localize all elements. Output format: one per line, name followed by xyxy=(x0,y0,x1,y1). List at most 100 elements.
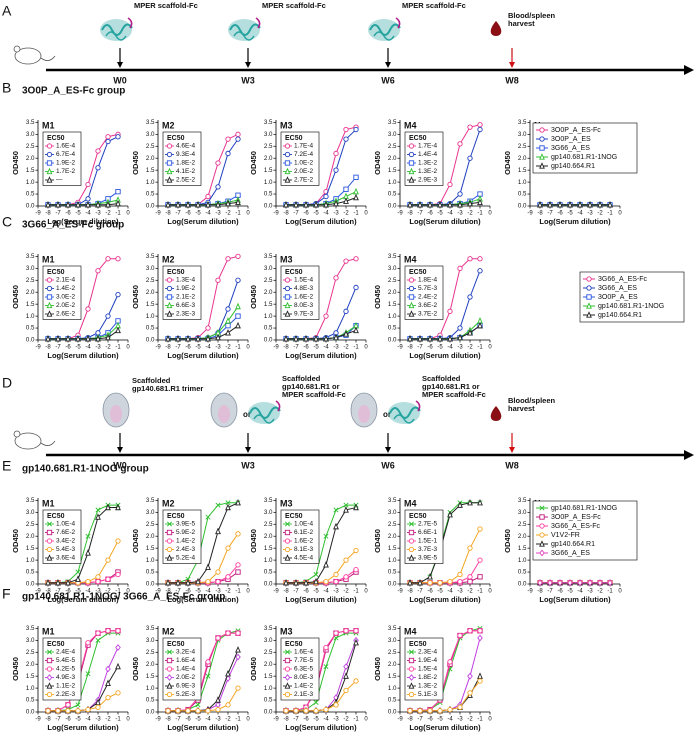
data-point xyxy=(225,503,231,511)
y-tick-label: 1.0 xyxy=(146,179,155,186)
x-tick-label: -3 xyxy=(457,211,463,217)
data-point xyxy=(195,577,201,585)
y-tick-label: 3.0 xyxy=(388,637,397,644)
data-point xyxy=(407,708,413,714)
data-point xyxy=(115,644,121,651)
data-point xyxy=(343,628,349,634)
legend-box xyxy=(532,500,638,561)
panel-title: M1 xyxy=(42,120,55,130)
data-point xyxy=(587,201,593,208)
data-point xyxy=(407,201,413,208)
x-tick-label: -3 xyxy=(215,589,221,595)
ec50-value: 1.4E-2 xyxy=(294,683,314,690)
x-tick-label: 0 xyxy=(488,589,492,595)
immunogen-label: Scaffolded gp140.681.R1 or MPER scaffold… xyxy=(282,375,346,399)
data-point xyxy=(215,696,221,703)
ec50-value: 2.1E-3 xyxy=(294,691,314,698)
data-point xyxy=(95,704,101,710)
data-point xyxy=(447,201,453,208)
y-tick-label: 1.0 xyxy=(264,557,273,564)
ec50-marker xyxy=(46,649,53,655)
data-point xyxy=(95,201,101,208)
y-tick-label: 2.0 xyxy=(264,155,273,162)
data-point xyxy=(235,685,241,691)
group-title: gp140.681.R1-1NOG/ 3G66_A_ES-Fc group xyxy=(22,592,225,603)
x-axis-title: Log(Serum dilution) xyxy=(539,595,611,604)
ec50-marker xyxy=(408,521,415,527)
y-tick-label: 3.0 xyxy=(26,131,35,138)
data-point xyxy=(417,201,423,208)
y-tick-label: 0.5 xyxy=(518,569,527,576)
x-tick-label: -7 xyxy=(293,717,299,723)
y-tick-label: 1.0 xyxy=(264,313,273,320)
y-tick-label: 2.0 xyxy=(388,533,397,540)
data-point xyxy=(283,708,289,714)
data-point xyxy=(283,335,289,342)
panel-title: M4 xyxy=(404,626,417,636)
legend-label: 3G66_A_ES xyxy=(551,550,590,557)
protein-icon xyxy=(388,402,420,424)
ec50-value: 1.5E-4 xyxy=(418,666,438,673)
legend-label: 3G66_A_ES xyxy=(551,145,590,152)
x-tick-label: -3 xyxy=(95,717,101,723)
y-tick-label: 2.0 xyxy=(388,289,397,296)
mouse-icon xyxy=(40,440,56,446)
y-tick-label: 1.5 xyxy=(264,673,273,680)
y-tick-label: 2.5 xyxy=(264,277,273,284)
ec50-value: 1.6E-2 xyxy=(294,294,314,301)
y-tick-label: 1.5 xyxy=(146,301,155,308)
data-point xyxy=(427,335,433,342)
y-tick-label: 3.0 xyxy=(264,509,273,516)
data-point xyxy=(55,201,61,208)
x-tick-label: -4 xyxy=(85,717,91,723)
ec50-value: 1.4E-4 xyxy=(176,666,196,673)
ec50-title: EC50 xyxy=(409,135,427,142)
ec50-marker xyxy=(166,294,173,300)
ec50-value: 3.9E-5 xyxy=(176,521,196,528)
data-point xyxy=(115,189,121,195)
y-tick-label: 1.5 xyxy=(146,167,155,174)
data-point xyxy=(323,201,329,208)
data-point xyxy=(75,201,81,208)
ec50-value: 1.6E-2 xyxy=(294,538,314,545)
y-tick-label: 3.5 xyxy=(146,119,155,126)
data-point xyxy=(477,557,483,563)
y-tick-label: 3.0 xyxy=(146,637,155,644)
data-point xyxy=(477,498,483,506)
x-axis-title: Log(Serum dilution) xyxy=(409,595,481,604)
ec50-marker xyxy=(166,529,173,536)
y-tick-label: 0.0 xyxy=(264,709,273,716)
y-tick-label: 0.5 xyxy=(146,191,155,198)
legend-marker xyxy=(539,514,545,520)
data-point xyxy=(447,706,453,713)
data-point xyxy=(293,579,299,586)
ec50-title: EC50 xyxy=(167,641,185,648)
data-point xyxy=(235,630,241,636)
week-label: W8 xyxy=(505,75,519,85)
x-tick-label: -8 xyxy=(407,345,413,351)
x-axis-title: Log(Serum dilution) xyxy=(285,723,357,732)
data-point xyxy=(323,561,329,568)
y-axis-title: OD450 xyxy=(131,285,140,309)
x-tick-label: -9 xyxy=(35,345,41,351)
ec50-marker xyxy=(166,649,173,655)
data-point xyxy=(235,277,241,283)
data-point xyxy=(45,579,51,586)
data-point xyxy=(225,574,231,580)
panel-title: M1 xyxy=(42,498,55,508)
ec50-value: — xyxy=(56,177,63,184)
data-point xyxy=(225,545,231,551)
x-tick-label: -6 xyxy=(185,589,191,595)
ec50-marker xyxy=(408,529,415,536)
y-tick-label: 0.0 xyxy=(388,709,397,716)
y-tick-label: 3.5 xyxy=(264,253,273,260)
x-tick-label: -7 xyxy=(55,345,61,351)
immunogen-label: MPER scaffold-Fc xyxy=(134,2,198,10)
x-tick-label: -2 xyxy=(225,211,231,217)
ec50-value: 3.6E-2 xyxy=(418,302,438,309)
y-tick-label: 1.0 xyxy=(388,557,397,564)
data-point xyxy=(477,198,483,206)
ec50-value: 2.4E-2 xyxy=(418,294,438,301)
legend-label: 3O0P_A_ES-Fc xyxy=(551,127,601,134)
data-point xyxy=(175,335,181,342)
